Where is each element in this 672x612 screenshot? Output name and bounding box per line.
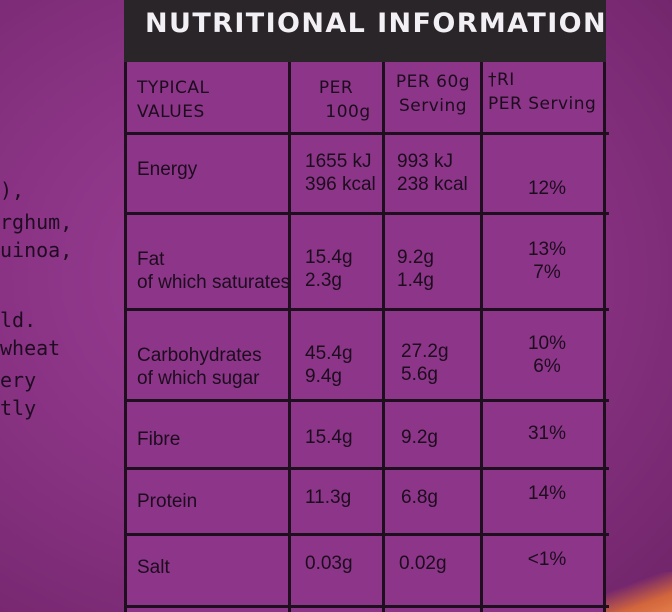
nutrition-table: TYPICAL VALUES PER 100g PER 60g Serving †RI…: [124, 62, 609, 612]
fat-per-serving: 9.2g 1.4g: [397, 247, 434, 291]
carbohydrates-ri: 10% 6%: [527, 333, 567, 377]
fibre-per-100g: 15.4g: [305, 427, 353, 448]
column-divider: [382, 62, 385, 612]
protein-per-serving: 6.8g: [401, 487, 438, 508]
row-label-protein: Protein: [137, 491, 198, 512]
row-label-fat: Fat of which saturates: [137, 249, 291, 293]
row-divider: [127, 212, 609, 215]
row-divider: [127, 533, 609, 536]
salt-per-serving: 0.02g: [399, 553, 447, 574]
fat-ri: 13% 7%: [527, 239, 567, 283]
fat-per-100g: 15.4g 2.3g: [305, 247, 353, 291]
row-divider: [127, 605, 609, 608]
ingredients-fragment: tly: [0, 396, 37, 420]
carbohydrates-per-serving: 27.2g 5.6g: [401, 341, 449, 385]
row-divider: [127, 308, 609, 311]
row-divider: [127, 399, 609, 402]
carbohydrates-per-100g: 45.4g 9.4g: [305, 343, 353, 387]
row-divider: [127, 467, 609, 470]
column-divider: [480, 62, 483, 612]
ingredients-fragment: rghum,: [0, 210, 73, 234]
header-per-100g: PER 100g: [318, 78, 371, 122]
ingredients-fragment: uinoa,: [0, 238, 73, 262]
row-label-fibre: Fibre: [137, 429, 181, 450]
row-label-carbohydrates: Carbohydrates of which sugar: [137, 345, 262, 389]
header-per-serving: PER 60g Serving: [395, 72, 471, 116]
row-label-salt: Salt: [137, 557, 170, 578]
row-divider: [127, 132, 609, 135]
energy-per-100g: 1655 kJ 396 kcal: [305, 151, 376, 195]
fibre-ri: 31%: [527, 423, 567, 444]
ingredients-fragment: wheat: [0, 336, 61, 360]
title-bar: [124, 0, 606, 62]
salt-ri: <1%: [527, 549, 567, 570]
ingredients-fragment: ery: [0, 368, 37, 392]
ingredients-fragment: ),: [0, 178, 25, 202]
nutrition-title: NUTRITIONAL INFORMATION: [145, 8, 607, 39]
energy-ri: 12%: [527, 178, 567, 199]
ingredients-fragment: ld.: [0, 308, 37, 332]
protein-ri: 14%: [527, 483, 567, 504]
row-label-energy: Energy: [137, 159, 198, 180]
salt-per-100g: 0.03g: [305, 553, 353, 574]
column-divider: [288, 62, 291, 612]
fibre-per-serving: 9.2g: [401, 427, 438, 448]
header-ri: †RI PER Serving: [488, 70, 597, 114]
header-typical-values: TYPICAL VALUES: [137, 78, 210, 122]
protein-per-100g: 11.3g: [305, 487, 352, 508]
energy-per-serving: 993 kJ 238 kcal: [397, 151, 468, 195]
